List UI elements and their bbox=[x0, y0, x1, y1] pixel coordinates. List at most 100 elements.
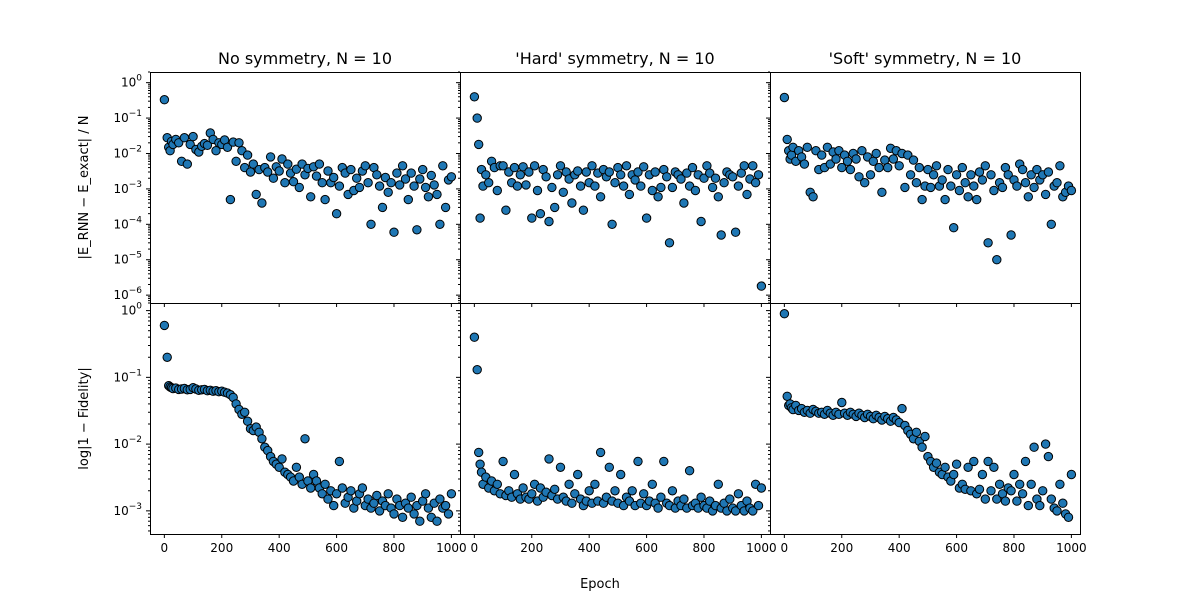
data-point bbox=[992, 255, 1002, 265]
data-point bbox=[555, 161, 566, 171]
data-point bbox=[928, 170, 939, 180]
data-point bbox=[383, 489, 393, 499]
x-tick-label: 200 bbox=[520, 541, 543, 555]
data-point bbox=[897, 403, 907, 414]
data-point bbox=[498, 456, 508, 467]
data-point bbox=[544, 216, 554, 227]
data-point bbox=[475, 459, 485, 469]
data-point bbox=[1066, 185, 1077, 196]
data-point bbox=[314, 159, 325, 169]
data-point bbox=[650, 167, 660, 177]
data-point bbox=[323, 494, 333, 504]
data-point bbox=[684, 466, 695, 476]
data-point bbox=[949, 223, 959, 233]
data-point bbox=[854, 172, 864, 182]
data-point bbox=[802, 142, 812, 153]
data-point bbox=[719, 178, 729, 188]
data-point bbox=[162, 352, 172, 362]
data-point bbox=[733, 489, 744, 499]
data-point bbox=[616, 170, 626, 180]
data-point bbox=[779, 92, 790, 103]
y-axis bbox=[766, 71, 770, 304]
data-point bbox=[667, 182, 678, 193]
data-point bbox=[415, 516, 425, 526]
data-point bbox=[926, 182, 936, 193]
subplot-grid: 100 10−1 10−2 10−3 10−4 10−5 10−6 No symmetry, … bbox=[77, 49, 1087, 555]
subplot-2: 'Hard' symmetry, N = 10 bbox=[456, 49, 771, 307]
data-point bbox=[377, 202, 388, 213]
data-point bbox=[179, 133, 190, 143]
x-tick-label: 600 bbox=[325, 541, 348, 555]
data-points bbox=[159, 95, 457, 237]
data-point bbox=[943, 164, 953, 175]
data-point bbox=[659, 456, 669, 467]
data-point bbox=[639, 489, 649, 499]
y-axis bbox=[456, 71, 460, 304]
data-point bbox=[983, 456, 993, 467]
subplot-4: 100 10−1 10−2 10−3 0 200 400 600 800 1000 log|1 − … bbox=[77, 302, 467, 555]
data-point bbox=[590, 181, 600, 191]
data-point bbox=[372, 490, 382, 501]
data-point bbox=[627, 486, 637, 496]
data-point bbox=[667, 486, 678, 496]
data-point bbox=[474, 139, 484, 150]
data-point bbox=[567, 198, 577, 208]
data-point bbox=[1026, 170, 1036, 180]
x-tick-label: 800 bbox=[383, 541, 406, 555]
data-point bbox=[306, 483, 316, 493]
data-point bbox=[420, 182, 431, 193]
data-point bbox=[1032, 164, 1042, 175]
data-point bbox=[274, 166, 284, 176]
data-point bbox=[1040, 189, 1051, 200]
x-axis: 0 200 400 600 800 1000 bbox=[161, 534, 467, 555]
data-point bbox=[406, 492, 416, 502]
data-point bbox=[1006, 486, 1016, 496]
data-point bbox=[1063, 512, 1074, 522]
y-axis: 100 10−1 10−2 10−3 10−4 10−5 10−6 bbox=[113, 71, 150, 304]
data-point bbox=[575, 181, 586, 191]
x-tick-label: 400 bbox=[268, 541, 291, 555]
data-point bbox=[871, 148, 881, 159]
x-tick-label: 400 bbox=[888, 541, 911, 555]
data-point bbox=[555, 462, 566, 472]
data-point bbox=[498, 161, 508, 171]
data-point bbox=[311, 171, 322, 181]
data-point bbox=[713, 479, 723, 489]
data-point bbox=[951, 170, 962, 180]
data-point bbox=[974, 484, 985, 494]
x-tick-label: 1000 bbox=[1056, 541, 1087, 555]
data-point bbox=[851, 154, 861, 164]
data-point bbox=[521, 180, 531, 190]
data-point bbox=[1052, 506, 1062, 516]
data-point bbox=[438, 161, 448, 171]
data-point bbox=[992, 494, 1002, 504]
data-point bbox=[911, 427, 922, 437]
data-point bbox=[1026, 479, 1036, 489]
x-tick-label: 200 bbox=[210, 541, 233, 555]
data-point bbox=[997, 182, 1008, 193]
data-point bbox=[750, 178, 761, 188]
data-point bbox=[329, 172, 339, 183]
data-point bbox=[1035, 500, 1045, 511]
data-point bbox=[527, 213, 537, 223]
data-point bbox=[532, 185, 543, 196]
data-point bbox=[225, 194, 236, 205]
data-point bbox=[400, 174, 411, 184]
data-point bbox=[946, 181, 956, 191]
data-point bbox=[512, 181, 523, 191]
y-tick-label: 10−2 bbox=[113, 435, 142, 451]
data-point bbox=[360, 161, 370, 171]
data-point bbox=[739, 161, 749, 171]
data-point bbox=[877, 187, 887, 198]
data-point bbox=[972, 194, 982, 205]
data-point bbox=[245, 167, 256, 177]
data-point bbox=[300, 434, 310, 444]
data-point bbox=[515, 170, 525, 180]
data-point bbox=[1009, 469, 1019, 480]
data-point bbox=[406, 168, 416, 178]
data-point bbox=[779, 309, 790, 319]
data-point bbox=[509, 469, 520, 480]
data-point bbox=[578, 205, 589, 215]
y-tick-label: 100 bbox=[121, 74, 142, 90]
x-axis: 0 200 400 600 800 1000 bbox=[471, 534, 777, 555]
